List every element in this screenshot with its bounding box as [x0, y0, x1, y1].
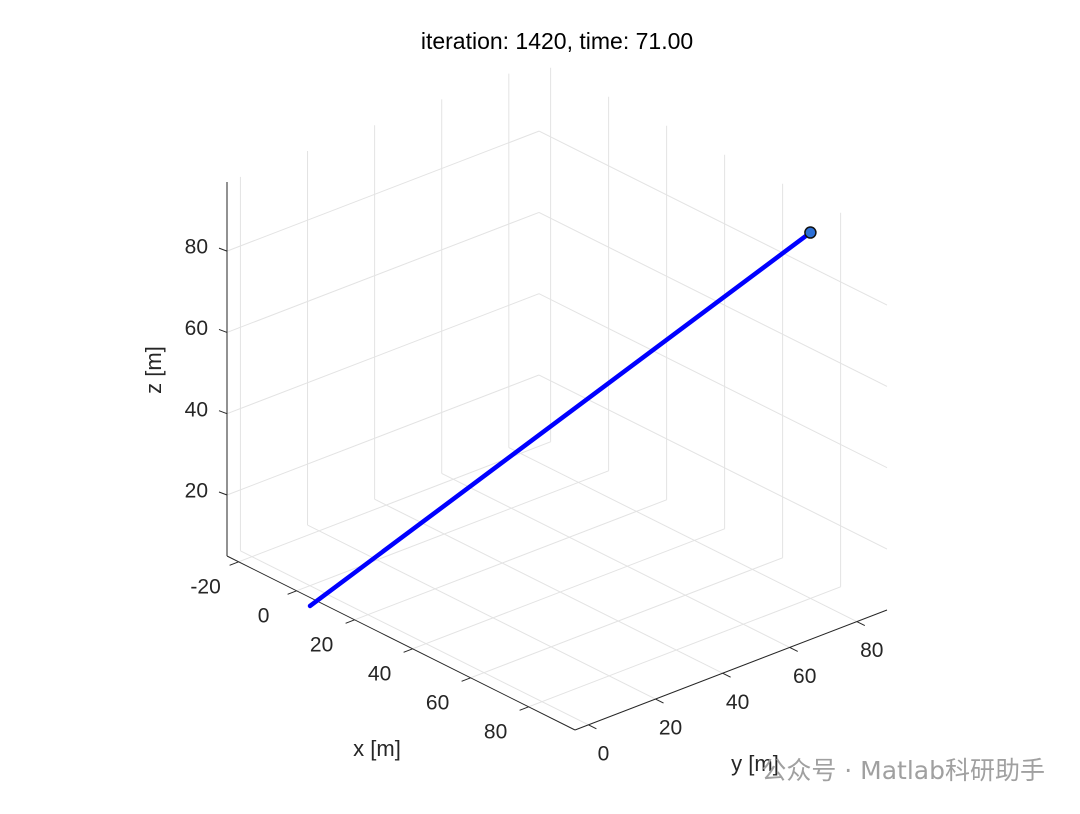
z-tick [218, 247, 228, 252]
grid-line [441, 472, 790, 648]
y-axis-line [574, 609, 888, 731]
z-axis-label: z [m] [141, 346, 166, 394]
x-tick-label: 60 [426, 691, 449, 714]
y-tick-label: 60 [793, 665, 816, 688]
z-tick [218, 410, 228, 415]
grid-line [226, 374, 540, 496]
z-tick-label: 80 [185, 236, 208, 259]
x-tick [461, 677, 471, 682]
z-tick-label: 60 [185, 317, 208, 340]
grid-line [238, 441, 551, 563]
y-tick [789, 646, 798, 652]
y-tick [588, 724, 597, 730]
grid-line [354, 499, 667, 621]
x-tick-label: 40 [368, 662, 391, 685]
y-tick [722, 672, 731, 678]
grid-line [226, 211, 540, 333]
x-tick [229, 561, 239, 566]
y-tick-label: 0 [598, 742, 610, 765]
x-axis-label: x [m] [353, 736, 401, 761]
x-tick [287, 590, 297, 595]
x-tick [345, 619, 355, 624]
x-tick-label: 0 [258, 604, 270, 627]
y-tick [856, 621, 866, 627]
y-tick-label: 20 [659, 717, 682, 740]
grid-line [508, 447, 858, 623]
watermark: 公众号 · Matlab科研助手 [761, 756, 1045, 785]
grid-line [538, 293, 888, 469]
y-tick-label: 80 [860, 639, 883, 662]
grid-line [538, 374, 888, 550]
grid-line [307, 524, 656, 700]
y-axis-label: y [m] [731, 751, 779, 776]
x-tick-label: 80 [484, 720, 507, 743]
x-tick [403, 648, 413, 653]
grid-line [296, 470, 609, 592]
grid-line [412, 528, 725, 650]
grid-line [538, 211, 888, 387]
z-tick-label: 40 [185, 398, 208, 421]
z-tick [218, 491, 228, 496]
grid-line [528, 586, 841, 708]
z-tick [218, 328, 228, 333]
grid-line [470, 557, 783, 679]
x-tick-label: 20 [310, 633, 333, 656]
grid-line [374, 498, 723, 674]
grid-line [538, 130, 888, 306]
z-tick-label: 20 [185, 480, 208, 503]
position-marker [804, 226, 817, 239]
x-axis-line [226, 555, 576, 731]
grid-line [240, 550, 589, 726]
trajectory [307, 230, 813, 609]
y-tick-label: 40 [726, 691, 749, 714]
chart-title: iteration: 1420, time: 71.00 [421, 28, 693, 54]
grid-line [226, 293, 540, 415]
y-tick [655, 698, 664, 704]
x-tick [519, 706, 529, 711]
x-tick-label: -20 [190, 575, 220, 598]
grid-line [226, 130, 540, 252]
